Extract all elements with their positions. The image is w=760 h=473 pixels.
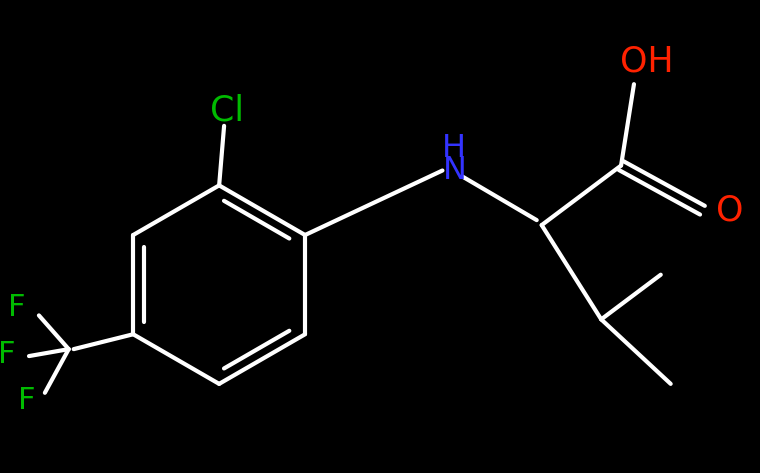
- Text: F: F: [0, 340, 16, 368]
- Text: F: F: [18, 386, 36, 415]
- Text: O: O: [717, 193, 744, 227]
- Text: F: F: [8, 293, 26, 322]
- Text: H: H: [442, 133, 467, 164]
- Text: Cl: Cl: [210, 94, 244, 128]
- Text: N: N: [442, 155, 467, 186]
- Text: OH: OH: [620, 44, 673, 79]
